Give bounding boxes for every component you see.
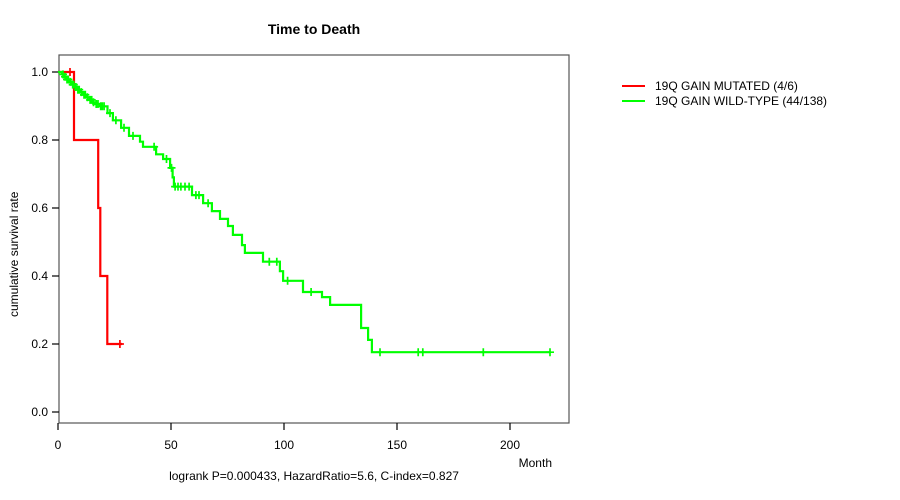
- x-tick-label: 0: [55, 438, 62, 452]
- x-tick-label: 50: [164, 438, 178, 452]
- legend: 19Q GAIN MUTATED (4/6) 19Q GAIN WILD-TYP…: [622, 78, 827, 108]
- stats-annotation: logrank P=0.000433, HazardRatio=5.6, C-i…: [169, 469, 459, 483]
- y-tick-label: 0.4: [31, 269, 48, 283]
- legend-label-mutated: 19Q GAIN MUTATED (4/6): [655, 78, 798, 93]
- legend-item-wildtype: 19Q GAIN WILD-TYPE (44/138): [622, 93, 827, 108]
- x-axis-label: Month: [518, 456, 552, 470]
- x-tick-label: 200: [500, 438, 520, 452]
- legend-label-wildtype: 19Q GAIN WILD-TYPE (44/138): [655, 93, 828, 108]
- censor-marks-wildtype: [59, 70, 554, 357]
- censor-marks-mutated: [66, 68, 124, 348]
- plot-box: [58, 54, 570, 424]
- chart-title: Time to Death: [267, 21, 361, 37]
- legend-line-wildtype: [622, 99, 645, 102]
- legend-line-mutated: [622, 84, 645, 87]
- y-tick-label: 0.8: [31, 133, 48, 147]
- y-tick-label: 1.0: [31, 65, 48, 79]
- x-tick-label: 100: [274, 438, 294, 452]
- y-tick-label: 0.6: [31, 201, 48, 215]
- legend-item-mutated: 19Q GAIN MUTATED (4/6): [622, 78, 827, 93]
- y-tick-label: 0.0: [31, 405, 48, 419]
- y-axis-label: cumulative survival rate: [7, 191, 21, 317]
- km-curve-mutated: [58, 70, 122, 346]
- x-tick-label: 150: [387, 438, 407, 452]
- y-tick-label: 0.2: [31, 337, 48, 351]
- km-curve-wildtype: [58, 70, 550, 354]
